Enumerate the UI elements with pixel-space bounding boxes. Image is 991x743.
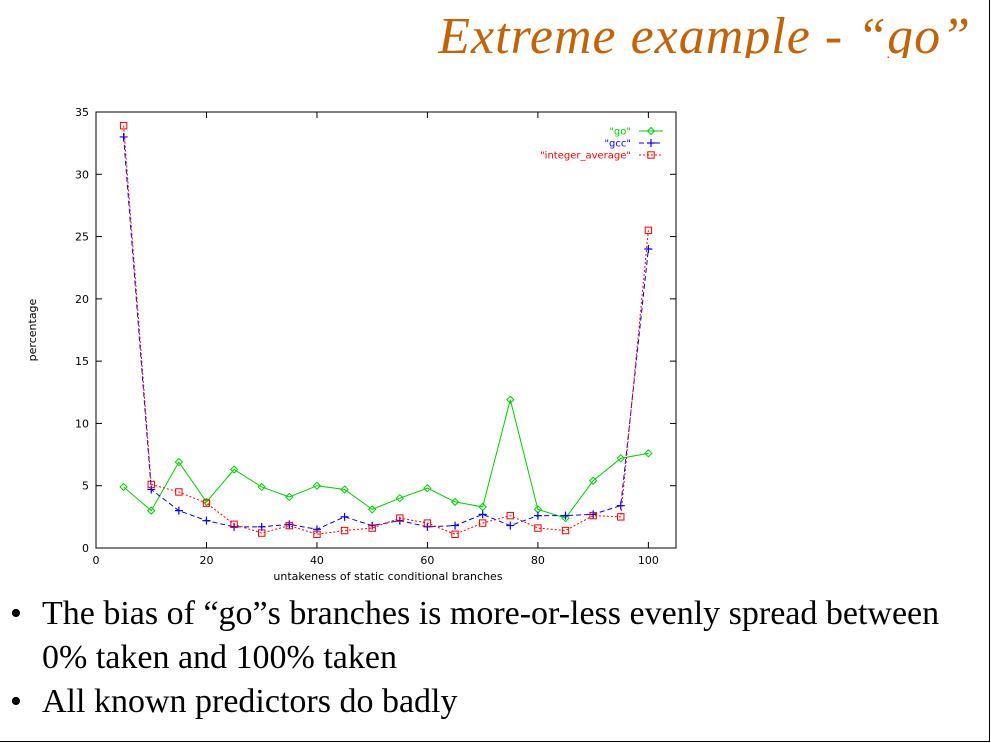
x-axis-label: untakeness of static conditional branche… [273, 570, 502, 583]
data-point [202, 516, 211, 525]
series-line [123, 125, 649, 535]
data-point [506, 395, 515, 404]
data-point [423, 522, 432, 531]
data-point [451, 530, 459, 538]
data-point [174, 457, 184, 467]
data-point [534, 524, 542, 532]
data-point [340, 512, 349, 521]
data-point [257, 482, 266, 492]
data-point [368, 524, 376, 532]
series-line [123, 136, 649, 530]
data-point [451, 521, 460, 530]
y-tick-label: 0 [82, 542, 89, 555]
y-tick-label: 30 [75, 168, 89, 181]
x-tick-label: 40 [310, 554, 324, 567]
bullet-item: • The bias of “go”s branches is more-or-… [10, 592, 970, 680]
legend-label: "gcc" [604, 139, 631, 150]
data-point [147, 480, 155, 489]
bullet-text: All known predictors do badly [42, 683, 458, 720]
data-point [258, 529, 266, 537]
data-point [588, 476, 598, 485]
data-point [367, 505, 377, 514]
data-point [616, 454, 625, 463]
y-tick-label: 35 [75, 106, 89, 119]
data-point [617, 513, 625, 521]
y-tick-label: 5 [82, 480, 89, 493]
data-point [147, 485, 156, 494]
data-point [646, 126, 656, 136]
y-axis-label: percentage [26, 298, 39, 361]
data-point [119, 132, 128, 141]
y-tick-label: 25 [75, 231, 89, 244]
series-go [119, 395, 653, 523]
data-point [312, 525, 321, 534]
data-point [147, 506, 156, 515]
bullet-text: The bias of “go”s branches is more-or-le… [42, 595, 940, 676]
data-point [202, 497, 211, 507]
y-tick-label: 20 [75, 293, 89, 306]
series-layer [119, 122, 653, 538]
data-point [450, 497, 460, 507]
data-point [644, 226, 653, 235]
data-point [561, 511, 570, 520]
x-tick-label: 20 [199, 554, 213, 567]
data-point [119, 122, 128, 130]
y-axis: 0 5 10 15 20 25 30 35 [75, 106, 676, 555]
data-point [478, 510, 487, 519]
legend-label: "go" [609, 127, 631, 138]
plot-frame [95, 111, 677, 549]
data-point [202, 499, 211, 507]
x-tick-label: 100 [638, 554, 659, 567]
series-integer-average [119, 122, 653, 538]
data-point [561, 513, 570, 523]
data-point [119, 482, 128, 492]
data-point [616, 501, 625, 510]
bullet-list: • The bias of “go”s branches is more-or-… [10, 592, 970, 724]
data-point [533, 511, 542, 520]
data-point [174, 506, 183, 515]
data-point [285, 520, 294, 529]
data-point [647, 139, 655, 147]
bullet-glyph: • [10, 683, 22, 720]
data-point [589, 511, 597, 520]
data-point [423, 483, 432, 493]
data-point [561, 526, 570, 535]
data-point [644, 245, 653, 254]
data-point [313, 530, 321, 538]
data-point [285, 492, 294, 502]
data-point [229, 465, 239, 474]
x-axis: 0 20 40 60 80 100 [93, 112, 659, 567]
data-point [506, 521, 515, 530]
data-point [478, 519, 487, 527]
bullet-item: • All known predictors do badly [10, 680, 970, 724]
data-point [423, 519, 432, 527]
y-tick-label: 10 [75, 417, 89, 430]
data-point [175, 488, 183, 496]
series-line [123, 399, 649, 519]
x-tick-label: 60 [420, 554, 434, 567]
data-point [506, 511, 514, 520]
legend: "go""gcc""integer_average" [540, 127, 663, 162]
data-point [644, 449, 653, 458]
line-chart: 0 20 40 60 80 100 0 5 10 15 20 25 30 35 untakeness o… [26, 106, 677, 583]
data-point [589, 510, 598, 519]
data-point [312, 481, 322, 490]
data-point [368, 521, 377, 530]
y-tick-label: 15 [75, 355, 89, 368]
data-point [340, 485, 349, 494]
data-point [395, 493, 405, 503]
x-tick-label: 0 [93, 554, 100, 567]
data-point [647, 151, 655, 159]
data-point [396, 514, 404, 522]
data-point [285, 521, 294, 530]
slide-title: Extreme example - “go” [438, 8, 971, 58]
data-point [340, 526, 349, 535]
x-tick-label: 80 [531, 554, 545, 567]
series-gcc [119, 132, 653, 534]
bullet-glyph: • [10, 595, 22, 632]
legend-label: "integer_average" [540, 151, 631, 162]
data-point [230, 520, 238, 529]
